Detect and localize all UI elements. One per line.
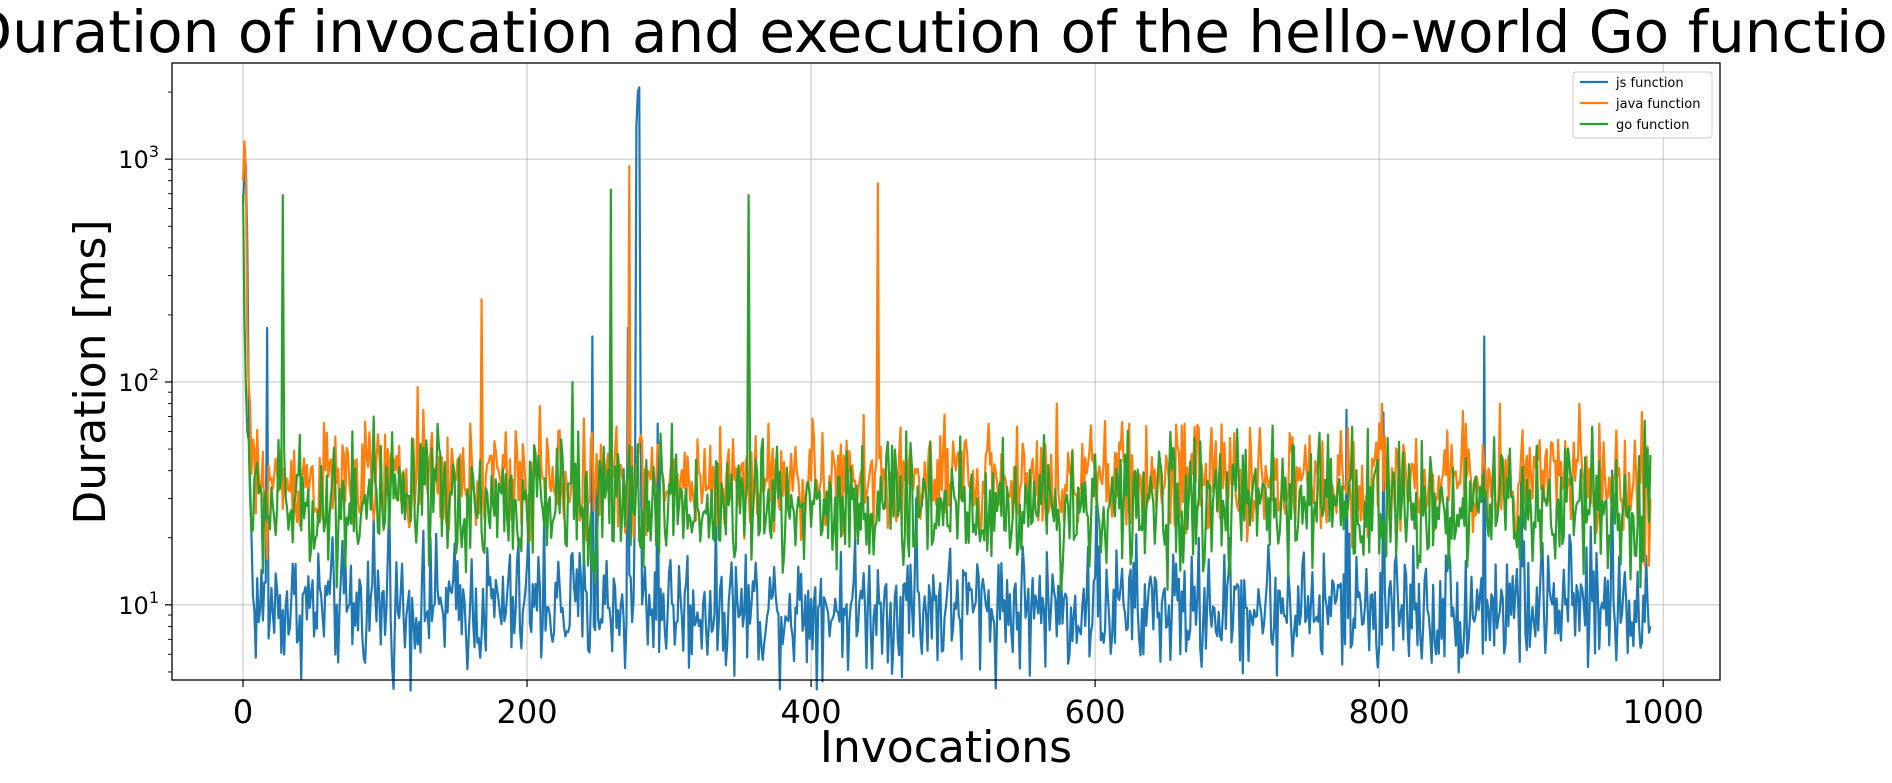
plot-area (171, 62, 1721, 692)
x-tick-label: 600 (1065, 693, 1126, 731)
legend-label-java: java function (1615, 97, 1700, 112)
y-tick-label: 103 (118, 142, 159, 174)
x-tick-label: 400 (781, 693, 842, 731)
y-tick-label: 102 (118, 365, 159, 397)
grid (172, 63, 1720, 680)
plot-background (172, 63, 1720, 680)
legend-label-js: js function (1615, 76, 1684, 91)
x-tick-label: 0 (233, 693, 253, 731)
x-axis-label: Invocations (820, 722, 1072, 773)
y-axis: 101 102 103 (118, 91, 172, 673)
x-tick-label: 800 (1349, 693, 1410, 731)
chart-title: Duration of invocation and execution of … (0, 0, 1892, 66)
series-line-js (241, 86, 1652, 692)
series-layer (241, 86, 1652, 692)
series-line-go (241, 188, 1652, 592)
series-line-java (241, 140, 1652, 567)
x-tick-label: 1000 (1622, 693, 1703, 731)
x-tick-label: 200 (497, 693, 558, 731)
legend-label-go: go function (1616, 118, 1689, 133)
legend: js function java function go function (1572, 71, 1713, 139)
legend-frame (1572, 71, 1713, 139)
x-axis: 0 200 400 600 800 1000 (233, 680, 1704, 731)
y-axis-label: Duration [ms] (65, 219, 116, 524)
plot-frame (171, 62, 1721, 681)
y-tick-label: 101 (118, 588, 159, 620)
